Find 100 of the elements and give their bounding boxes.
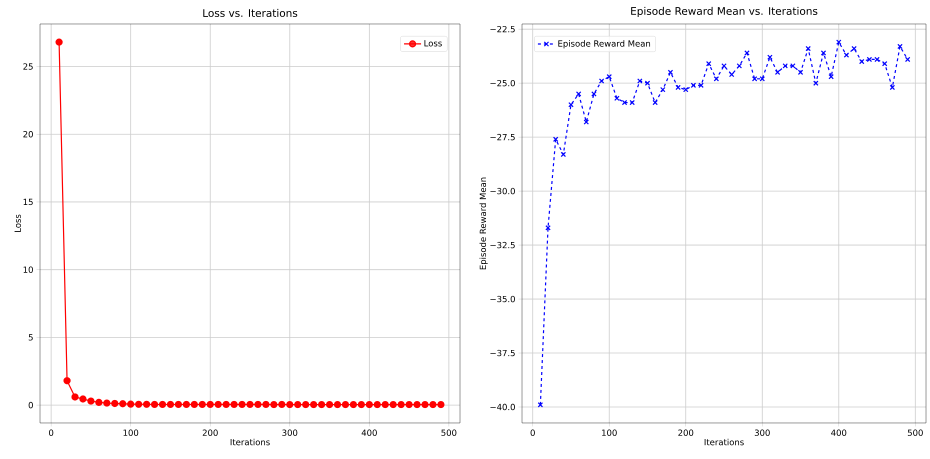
- point: [675, 84, 681, 90]
- point: [119, 400, 126, 408]
- x-tick-label: 100: [602, 430, 617, 436]
- y-tick-label: −22.5: [490, 26, 515, 32]
- point: [851, 46, 857, 52]
- point: [174, 400, 182, 408]
- x-tick-label: 200: [202, 430, 218, 436]
- point: [622, 100, 628, 106]
- point: [836, 39, 842, 45]
- y-tick-label: −30.0: [490, 188, 515, 194]
- point: [429, 400, 437, 408]
- point: [774, 70, 780, 76]
- point: [87, 397, 95, 405]
- point: [366, 400, 373, 408]
- point: [690, 82, 696, 88]
- y-tick-label: 25: [23, 63, 33, 70]
- point: [103, 399, 110, 407]
- point: [721, 63, 727, 69]
- point: [382, 400, 389, 408]
- point: [390, 400, 397, 408]
- point: [714, 76, 720, 82]
- y-tick-label: −25.0: [490, 80, 515, 86]
- point: [545, 225, 551, 231]
- point: [214, 400, 222, 408]
- legend-label: Loss: [424, 40, 442, 46]
- point: [890, 84, 896, 90]
- point: [798, 70, 804, 76]
- x-tick-label: 500: [908, 430, 923, 436]
- point: [874, 56, 880, 62]
- point: [206, 400, 214, 408]
- point: [230, 400, 238, 408]
- point: [246, 400, 254, 408]
- point: [859, 58, 864, 64]
- point: [286, 400, 294, 408]
- y-tick-label: 15: [24, 198, 33, 206]
- y-tick-label: −35.0: [490, 296, 515, 302]
- x-axis-title: Iterations: [230, 438, 270, 446]
- point: [660, 86, 666, 92]
- point: [342, 400, 350, 408]
- point: [637, 78, 643, 84]
- point: [629, 100, 635, 106]
- point: [560, 152, 566, 158]
- point: [111, 400, 118, 408]
- point: [358, 400, 365, 408]
- point: [437, 400, 445, 408]
- point: [350, 400, 358, 408]
- point: [652, 100, 658, 106]
- point: [576, 91, 582, 97]
- point: [56, 38, 63, 46]
- point: [568, 102, 574, 108]
- point: [614, 96, 620, 101]
- point: [238, 400, 246, 408]
- point: [135, 400, 142, 408]
- x-tick-label: 0: [49, 430, 54, 436]
- point: [698, 82, 704, 88]
- point: [904, 56, 910, 62]
- point: [278, 400, 286, 408]
- point: [882, 60, 888, 66]
- point: [706, 60, 712, 66]
- point: [406, 400, 413, 408]
- point: [790, 63, 796, 69]
- point: [644, 80, 650, 86]
- x-tick-label: 400: [362, 430, 377, 436]
- point: [668, 70, 674, 76]
- point: [752, 76, 758, 82]
- y-axis-title: Loss: [14, 214, 21, 232]
- point: [552, 136, 558, 142]
- point: [728, 72, 734, 78]
- point: [150, 400, 158, 408]
- chart-title: Loss vs. Iterations: [203, 8, 298, 17]
- chart-title: Episode Reward Mean vs. Iterations: [631, 6, 818, 17]
- point: [606, 74, 612, 80]
- legend-label: Episode Reward Mean: [558, 40, 650, 48]
- point: [222, 400, 230, 408]
- x-tick-label: 100: [124, 430, 138, 436]
- x-tick-label: 500: [441, 430, 456, 436]
- x-tick-label: 200: [678, 430, 694, 436]
- point: [736, 63, 742, 69]
- point: [166, 400, 174, 408]
- point: [591, 91, 597, 97]
- y-tick-label: 5: [28, 334, 33, 341]
- point: [413, 400, 421, 408]
- point: [683, 86, 688, 92]
- point: [813, 80, 819, 86]
- point: [374, 400, 381, 408]
- point: [598, 78, 604, 84]
- y-tick-label: −32.5: [490, 242, 515, 248]
- point: [844, 52, 850, 58]
- y-tick-label: 0: [28, 402, 33, 408]
- point: [744, 50, 750, 56]
- y-axis-title: Episode Reward Mean: [479, 178, 488, 270]
- y-tick-label: 20: [23, 131, 33, 138]
- x-tick-label: 300: [754, 430, 770, 436]
- point: [538, 402, 544, 408]
- point: [63, 377, 71, 384]
- point: [71, 393, 79, 401]
- y-tick-label: 10: [24, 266, 33, 273]
- point: [262, 400, 270, 408]
- point: [182, 400, 190, 408]
- point: [767, 54, 773, 60]
